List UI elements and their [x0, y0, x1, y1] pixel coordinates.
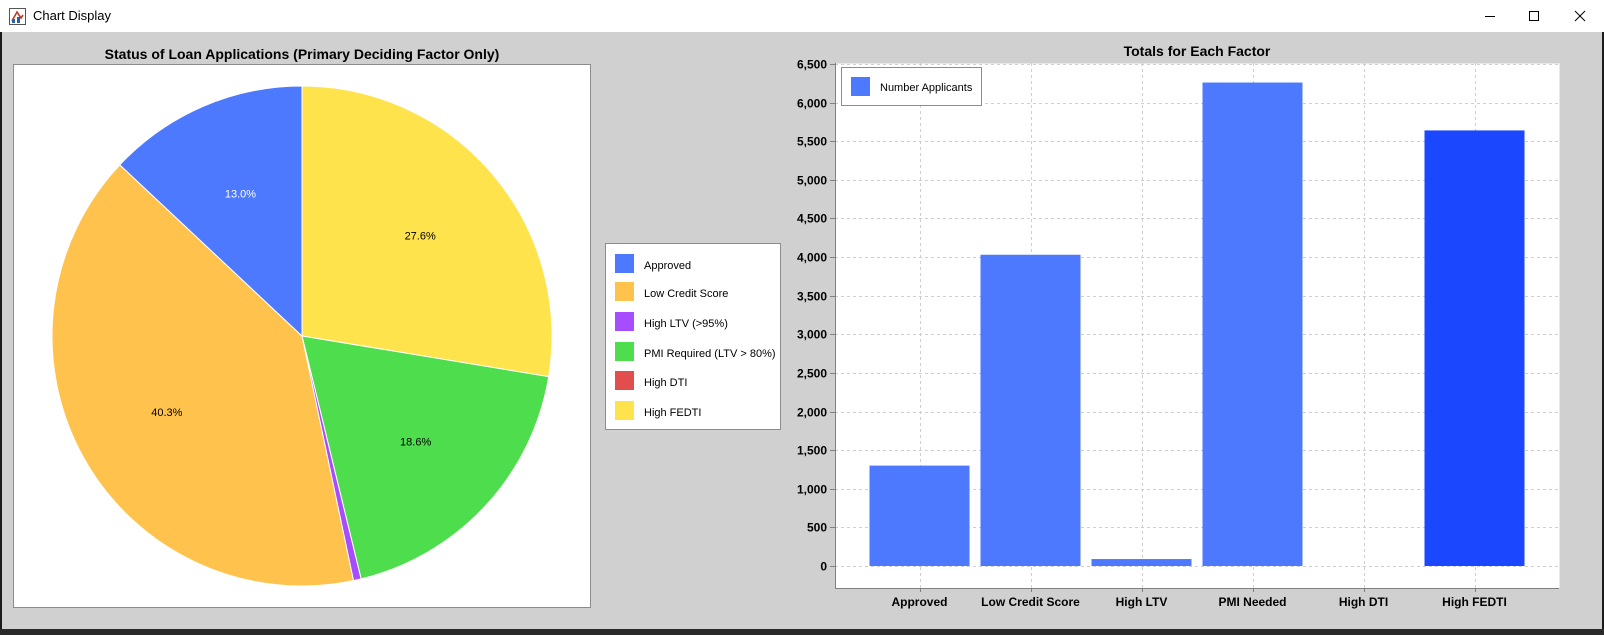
bar-y-tick-label: 4,500: [797, 212, 827, 226]
bar-low-credit-score[interactable]: [980, 254, 1081, 566]
bar-y-tick-label: 0: [820, 560, 827, 574]
pie-slice-low-credit-score[interactable]: [51, 164, 355, 587]
bar-y-tick-label: 3,500: [797, 290, 827, 304]
bar-high-fedti[interactable]: [1424, 130, 1525, 566]
minimize-button[interactable]: [1467, 0, 1513, 32]
pie-legend-item[interactable]: High DTI: [615, 371, 687, 390]
charts-canvas: Status of Loan Applications (Primary Dec…: [13, 43, 1560, 609]
pie-slice-label: 27.6%: [405, 231, 436, 243]
bar-high-ltv[interactable]: [1091, 559, 1192, 566]
bar-x-tick-label: PMI Needed: [1218, 595, 1286, 609]
pie-legend-item[interactable]: High FEDTI: [615, 401, 701, 420]
bar-legend[interactable]: Number Applicants: [841, 67, 982, 106]
pie-chart-title: Status of Loan Applications (Primary Dec…: [105, 46, 500, 62]
bar-y-tick-label: 1,000: [797, 483, 827, 497]
bar-x-tick-label: High FEDTI: [1442, 595, 1507, 609]
pie-slice-label: 40.3%: [151, 407, 182, 419]
bar-y-tick-label: 4,000: [797, 251, 827, 265]
bar-y-tick-label: 3,000: [797, 328, 827, 342]
maximize-icon: [1529, 11, 1539, 21]
pie-legend-label: Low Credit Score: [644, 288, 728, 300]
bar-legend-label: Number Applicants: [880, 82, 973, 94]
bar-approved[interactable]: [869, 465, 970, 566]
pie-legend-swatch: [615, 282, 634, 301]
pie-legend-swatch: [615, 254, 634, 273]
pie-slice-high-fedti[interactable]: [301, 85, 553, 378]
bar-legend-swatch: [851, 77, 870, 96]
pie-legend-item[interactable]: PMI Required (LTV > 80%): [615, 342, 776, 361]
bar-y-tick-label: 5,500: [797, 135, 827, 149]
pie-legend-swatch: [615, 312, 634, 331]
bar-x-tick-label: Low Credit Score: [981, 595, 1080, 609]
bar-x-tick-label: High LTV: [1116, 595, 1168, 609]
pie-legend-label: Approved: [644, 260, 691, 272]
bar-y-tick-label: 6,000: [797, 97, 827, 111]
pie-slice-approved[interactable]: [119, 85, 303, 338]
bar-y-tick-label: 6,500: [797, 58, 827, 72]
close-button[interactable]: [1557, 0, 1603, 32]
window-title: Chart Display: [33, 8, 112, 23]
pie-legend-label: PMI Required (LTV > 80%): [644, 348, 776, 360]
pie-legend-label: High FEDTI: [644, 407, 701, 419]
bar-y-tick-label: 1,500: [797, 444, 827, 458]
bar-y-tick-label: 2,000: [797, 406, 827, 420]
minimize-icon: [1485, 16, 1495, 17]
bar-y-tick-label: 5,000: [797, 174, 827, 188]
bar-chart-title: Totals for Each Factor: [1124, 43, 1271, 59]
pie-legend-item[interactable]: Low Credit Score: [615, 282, 728, 301]
pie-legend-swatch: [615, 342, 634, 361]
bar-y-tick-label: 2,500: [797, 367, 827, 381]
pie-slice-label: 18.6%: [400, 436, 431, 448]
pie-legend-item[interactable]: Approved: [615, 254, 691, 273]
pie-slice-pmi-required-ltv-80[interactable]: [301, 335, 550, 580]
pie-legend-item[interactable]: High LTV (>95%): [615, 312, 728, 331]
window-titlebar: Chart Display: [0, 0, 1604, 33]
close-icon: [1574, 10, 1586, 22]
bottom-strip: [0, 629, 1604, 635]
pie-legend-swatch: [615, 371, 634, 390]
pie-slice-label: 13.0%: [225, 189, 256, 201]
chart-panel: Status of Loan Applications (Primary Dec…: [0, 32, 1604, 635]
pie-legend-box: [605, 243, 781, 430]
pie-legend-swatch: [615, 401, 634, 420]
pie-legend: Approved Low Credit Score High LTV (>95%) P…: [605, 243, 781, 430]
bar-y-tick-label: 500: [807, 521, 827, 535]
pie-legend-label: High DTI: [644, 377, 687, 389]
pie-legend-label: High LTV (>95%): [644, 318, 728, 330]
pie-chart: Status of Loan Applications (Primary Dec…: [13, 46, 781, 608]
bar-chart: Totals for Each Factor 0 500 1,000 1,500 2,00…: [797, 43, 1560, 609]
bar-pmi-needed[interactable]: [1202, 82, 1303, 566]
bar-x-tick-label: High DTI: [1339, 595, 1388, 609]
bar-x-tick-label: Approved: [891, 595, 947, 609]
java-app-icon: [9, 8, 26, 25]
maximize-button[interactable]: [1511, 0, 1557, 32]
